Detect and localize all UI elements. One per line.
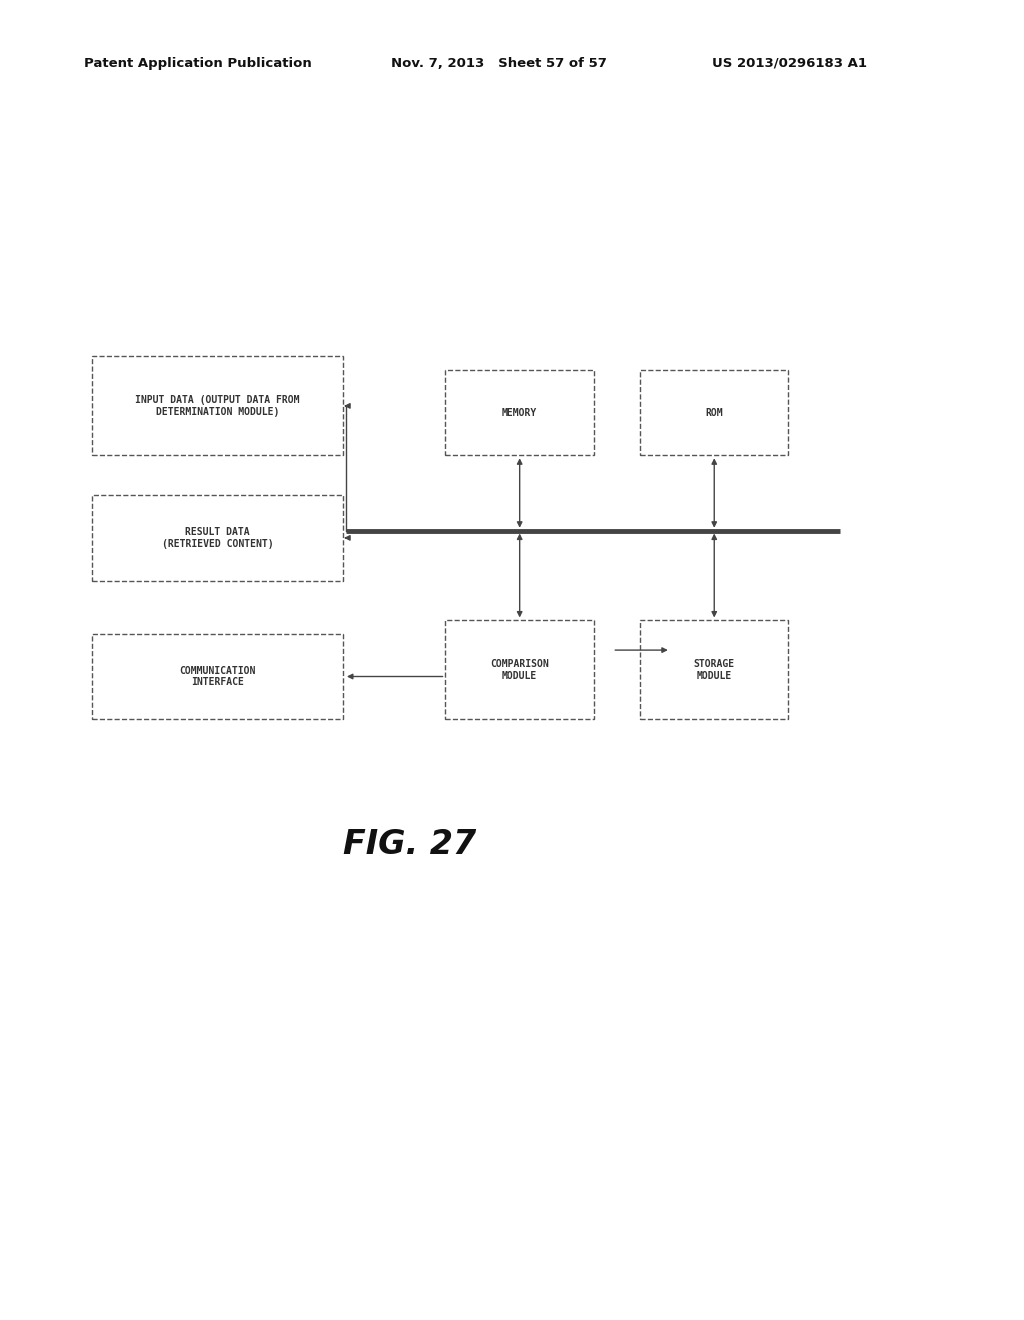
- Text: COMPARISON
MODULE: COMPARISON MODULE: [490, 659, 549, 681]
- Text: COMMUNICATION
INTERFACE: COMMUNICATION INTERFACE: [179, 665, 256, 688]
- Bar: [92, 495, 343, 581]
- Text: US 2013/0296183 A1: US 2013/0296183 A1: [712, 57, 866, 70]
- Text: STORAGE
MODULE: STORAGE MODULE: [693, 659, 735, 681]
- Text: ROM: ROM: [706, 408, 723, 417]
- Bar: [640, 370, 788, 455]
- Bar: [445, 620, 594, 719]
- Bar: [445, 370, 594, 455]
- Bar: [92, 634, 343, 719]
- Text: RESULT DATA
(RETRIEVED CONTENT): RESULT DATA (RETRIEVED CONTENT): [162, 527, 273, 549]
- Text: Nov. 7, 2013   Sheet 57 of 57: Nov. 7, 2013 Sheet 57 of 57: [391, 57, 607, 70]
- Bar: [92, 356, 343, 455]
- Bar: [640, 620, 788, 719]
- Text: FIG. 27: FIG. 27: [343, 829, 476, 862]
- Text: Patent Application Publication: Patent Application Publication: [84, 57, 311, 70]
- Text: INPUT DATA (OUTPUT DATA FROM
DETERMINATION MODULE): INPUT DATA (OUTPUT DATA FROM DETERMINATI…: [135, 395, 300, 417]
- Text: MEMORY: MEMORY: [502, 408, 538, 417]
